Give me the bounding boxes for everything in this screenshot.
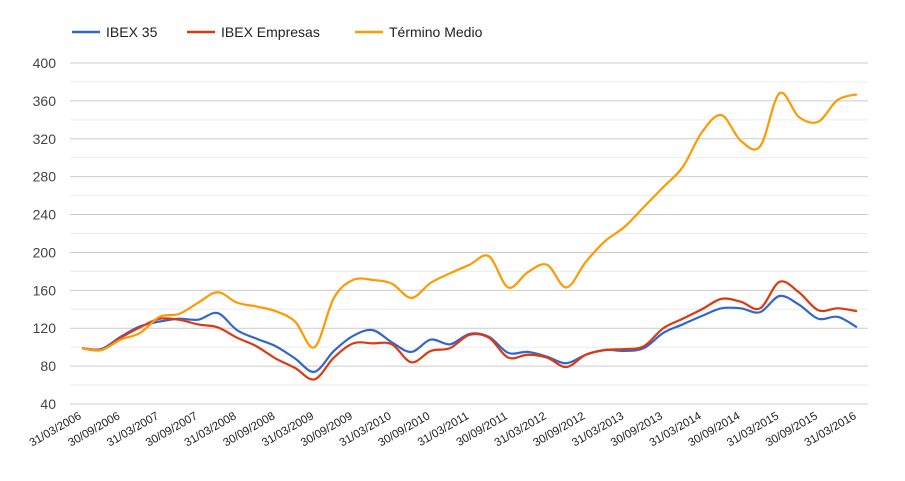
y-tick-label: 80 [40, 358, 56, 374]
series-line-termino-medio [81, 91, 858, 352]
y-tick-label: 360 [33, 93, 57, 109]
y-tick-label: 120 [33, 320, 57, 336]
y-tick-label: 160 [33, 282, 57, 298]
legend: IBEX 35 IBEX Empresas Término Medio [72, 24, 483, 40]
legend-item-ibex-empresas[interactable]: IBEX Empresas [187, 24, 320, 40]
y-tick-label: 200 [33, 244, 57, 260]
legend-label-termino-medio: Término Medio [389, 24, 483, 40]
y-axis-labels: 40 80 120 160 200 240 280 320 360 400 [33, 55, 57, 412]
series-lines [81, 91, 858, 381]
legend-item-ibex-35[interactable]: IBEX 35 [72, 24, 158, 40]
x-axis-labels: 31/03/200630/09/200631/03/200730/09/2007… [28, 410, 859, 449]
y-tick-label: 320 [33, 131, 57, 147]
y-tick-label: 240 [33, 207, 57, 223]
legend-label-ibex-35: IBEX 35 [106, 24, 158, 40]
y-tick-label: 40 [40, 396, 56, 412]
legend-item-termino-medio[interactable]: Término Medio [355, 24, 483, 40]
y-tick-label: 280 [33, 169, 57, 185]
gridlines [70, 62, 868, 405]
y-tick-label: 400 [33, 55, 57, 71]
series-line-ibex-empresas [81, 280, 858, 381]
legend-label-ibex-empresas: IBEX Empresas [221, 24, 320, 40]
